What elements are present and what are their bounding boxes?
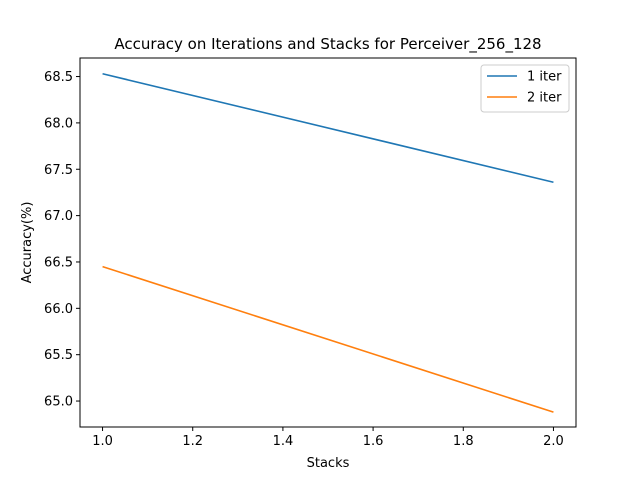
- legend-label-1: 1 iter: [527, 70, 562, 85]
- series-line-1: [102, 72, 554, 184]
- x-tick-label: 1.8: [453, 434, 474, 449]
- x-tick-label: 2.0: [543, 434, 564, 449]
- legend-label-2: 2 iter: [527, 91, 562, 106]
- y-tick-label: 68.5: [44, 70, 73, 85]
- x-tick-label: 1.4: [273, 434, 294, 449]
- x-axis-ticks: 1.0 1.2 1.4 1.6 1.8 2.0: [92, 427, 564, 449]
- y-tick-label: 65.0: [44, 395, 73, 410]
- y-tick-label: 68.0: [44, 116, 73, 131]
- plot-series: [102, 72, 554, 413]
- chart-title: Accuracy on Iterations and Stacks for Pe…: [114, 35, 541, 54]
- legend: 1 iter 2 iter: [480, 64, 570, 113]
- y-tick-label: 66.5: [44, 255, 73, 270]
- x-axis-label: Stacks: [307, 456, 350, 471]
- y-axis-ticks: 65.0 65.5 66.0 66.5 67.0 67.5 68.0 68.5: [44, 70, 80, 410]
- y-tick-label: 67.0: [44, 209, 73, 224]
- x-tick-label: 1.2: [182, 434, 203, 449]
- y-tick-label: 66.0: [44, 302, 73, 317]
- x-tick-label: 1.6: [363, 434, 384, 449]
- y-axis-label: Accuracy(%): [20, 202, 35, 284]
- x-tick-label: 1.0: [92, 434, 113, 449]
- series-line-2: [102, 265, 554, 413]
- y-tick-label: 67.5: [44, 163, 73, 178]
- y-tick-label: 65.5: [44, 348, 73, 363]
- plot-frame: [79, 57, 577, 428]
